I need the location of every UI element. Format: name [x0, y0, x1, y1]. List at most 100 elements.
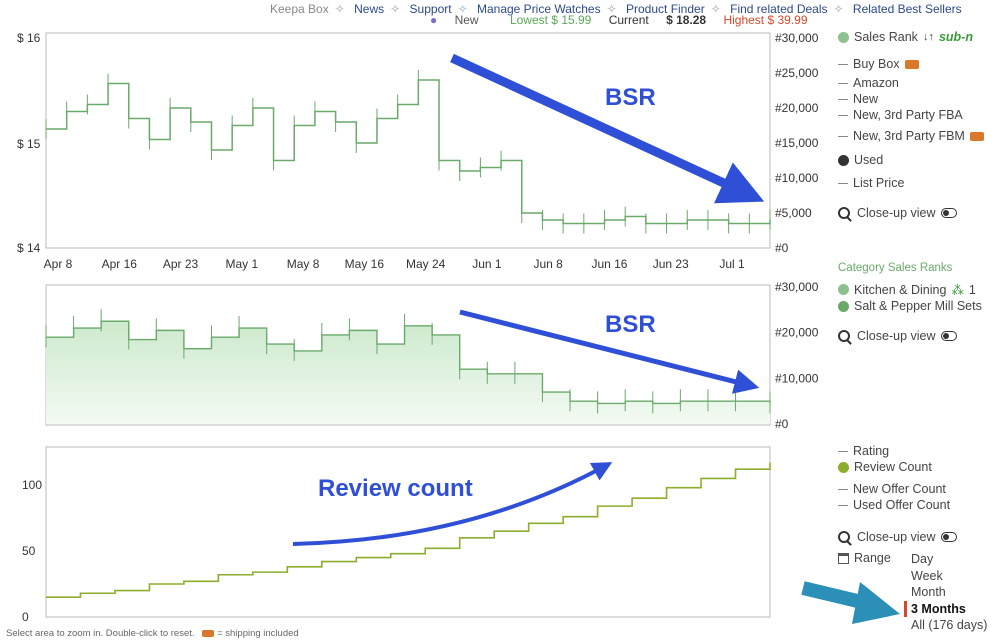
- nav-news[interactable]: News: [354, 2, 385, 16]
- legend-new-offer[interactable]: New Offer Count: [838, 482, 946, 496]
- price-summary: ● New Lowest $ 15.99 Current $ 18.28 Hig…: [430, 13, 822, 27]
- range-all[interactable]: All (176 days): [911, 618, 988, 632]
- x-tick-1: Jul 1: [719, 257, 745, 271]
- y-right-tick-2: #0: [775, 417, 789, 431]
- bsr-arrow-1: [450, 53, 765, 204]
- legend-cat-kitchen[interactable]: Kitchen & Dining ⁂ 1: [838, 282, 976, 297]
- x-tick-1: Jun 1: [472, 257, 502, 271]
- sales-rank-dot-icon: [838, 31, 849, 43]
- hierarchy-icon: ⁂: [951, 283, 964, 297]
- nav-support[interactable]: Support: [409, 2, 452, 16]
- review-label: Review count: [318, 475, 473, 502]
- review-dot-icon: [838, 461, 849, 473]
- nav-related-sellers[interactable]: Related Best Sellers: [852, 2, 962, 16]
- kitchen-dot-icon: [838, 284, 849, 295]
- range-options: Day Week Month 3 Months All (176 days): [904, 551, 988, 634]
- new-dot-icon: ●: [430, 13, 438, 27]
- salt-pepper-dot-icon: [838, 300, 849, 312]
- legend-list-price[interactable]: List Price: [838, 176, 904, 190]
- legend-review-count[interactable]: Review Count: [838, 460, 932, 474]
- legend-new[interactable]: New: [838, 92, 878, 106]
- y-left-tick-3: 100: [22, 478, 42, 492]
- range-3-months[interactable]: 3 Months: [904, 600, 987, 617]
- x-tick-1: May 1: [225, 257, 258, 271]
- review-arrow: [292, 462, 613, 546]
- shipping-truck-icon: [904, 59, 919, 69]
- range-month[interactable]: Month: [911, 585, 946, 599]
- sort-icon: ↓↑: [922, 31, 934, 43]
- panel-frame-1: [45, 32, 771, 249]
- bsr-label-1: BSR: [605, 84, 656, 111]
- nav-related-deals[interactable]: Find related Deals: [730, 2, 828, 16]
- nav-price-watches[interactable]: Manage Price Watches: [476, 2, 601, 16]
- y-left-tick-3: 50: [22, 544, 36, 558]
- y-right-tick-2: #20,000: [775, 326, 819, 340]
- closeup-toggle-3[interactable]: Close-up view: [838, 530, 957, 544]
- x-tick-1: May 24: [406, 257, 446, 271]
- x-tick-1: Apr 23: [163, 257, 199, 271]
- legend-panel-2: Category Sales Ranks Kitchen & Dining ⁂ 1 …: [838, 262, 1000, 352]
- y-right-tick-2: #10,000: [775, 371, 819, 385]
- legend-amazon[interactable]: Amazon: [838, 76, 899, 90]
- legend-rating[interactable]: Rating: [838, 444, 889, 458]
- y-right-tick-1: #10,000: [775, 171, 819, 185]
- price-lowest: Lowest $ 15.99: [509, 13, 592, 27]
- x-tick-1: Apr 8: [44, 257, 73, 271]
- legend-used-offer[interactable]: Used Offer Count: [838, 498, 950, 512]
- legend-panel-3: Rating Review Count New Offer Count Used…: [838, 444, 1000, 638]
- toggle-icon: [940, 208, 957, 218]
- range-label: Range: [838, 551, 891, 565]
- shipping-truck-icon: [202, 629, 215, 637]
- review-count-line: [46, 462, 771, 598]
- closeup-toggle-1[interactable]: Close-up view: [838, 206, 957, 220]
- x-tick-1: May 16: [345, 257, 385, 271]
- x-tick-1: Jun 23: [653, 257, 689, 271]
- legend-buy-box[interactable]: Buy Box: [838, 57, 919, 71]
- legend-sales-rank[interactable]: Sales Rank ↓↑ sub-n: [838, 30, 973, 44]
- category-rank-area: [46, 321, 770, 424]
- calendar-icon: [838, 552, 849, 564]
- y-left-tick-3: 0: [22, 610, 29, 624]
- y-left-tick-1: $ 14: [17, 241, 41, 255]
- price-new-label: New: [454, 13, 479, 27]
- range-week[interactable]: Week: [911, 568, 943, 583]
- magnifier-icon: [838, 207, 850, 219]
- sub-rank-label: sub-n: [938, 30, 973, 44]
- legend-new-fba[interactable]: New, 3rd Party FBA: [838, 108, 963, 122]
- legend-used[interactable]: Used: [838, 153, 883, 167]
- x-tick-1: Jun 16: [591, 257, 627, 271]
- range-day[interactable]: Day: [911, 552, 934, 566]
- bsr-label-2: BSR: [605, 311, 656, 338]
- legend-panel-1: Sales Rank ↓↑ sub-n Buy Box Amazon New N…: [838, 30, 1000, 230]
- toggle-icon: [940, 331, 957, 341]
- toggle-icon: [940, 532, 957, 542]
- bsr-arrow-2: [459, 309, 760, 394]
- x-tick-1: Jun 8: [534, 257, 564, 271]
- footer-hint: Select area to zoom in. Double-click to …: [6, 628, 299, 639]
- shipping-note: = shipping included: [217, 628, 299, 639]
- used-dot-icon: [838, 154, 849, 166]
- closeup-toggle-2[interactable]: Close-up view: [838, 329, 957, 343]
- y-left-tick-1: $ 16: [17, 31, 41, 45]
- legend-cat-salt-pepper[interactable]: Salt & Pepper Mill Sets: [838, 299, 982, 313]
- legend-new-fbm[interactable]: New, 3rd Party FBM: [838, 129, 984, 143]
- magnifier-icon: [838, 531, 850, 543]
- shipping-truck-icon: [969, 131, 984, 141]
- zoom-hint: Select area to zoom in. Double-click to …: [6, 628, 195, 639]
- price-highest: Highest $ 39.99: [723, 13, 808, 27]
- nav-keepa-box[interactable]: Keepa Box: [270, 2, 329, 16]
- nav-product-finder[interactable]: Product Finder: [626, 2, 705, 16]
- y-right-tick-1: #25,000: [775, 66, 819, 80]
- y-right-tick-1: #0: [775, 241, 789, 255]
- x-tick-1: Apr 16: [102, 257, 138, 271]
- price-current: $ 18.28: [666, 13, 707, 27]
- magnifier-icon: [838, 330, 850, 342]
- range-callout-head: [852, 582, 900, 624]
- x-tick-1: May 8: [287, 257, 320, 271]
- y-right-tick-1: #20,000: [775, 101, 819, 115]
- y-right-tick-2: #30,000: [775, 280, 819, 294]
- price-current-label: Current: [608, 13, 649, 27]
- top-nav: Keepa Box ✧ News ✧ Support ✧ Manage Price W…: [270, 2, 962, 16]
- y-right-tick-1: #5,000: [775, 206, 812, 220]
